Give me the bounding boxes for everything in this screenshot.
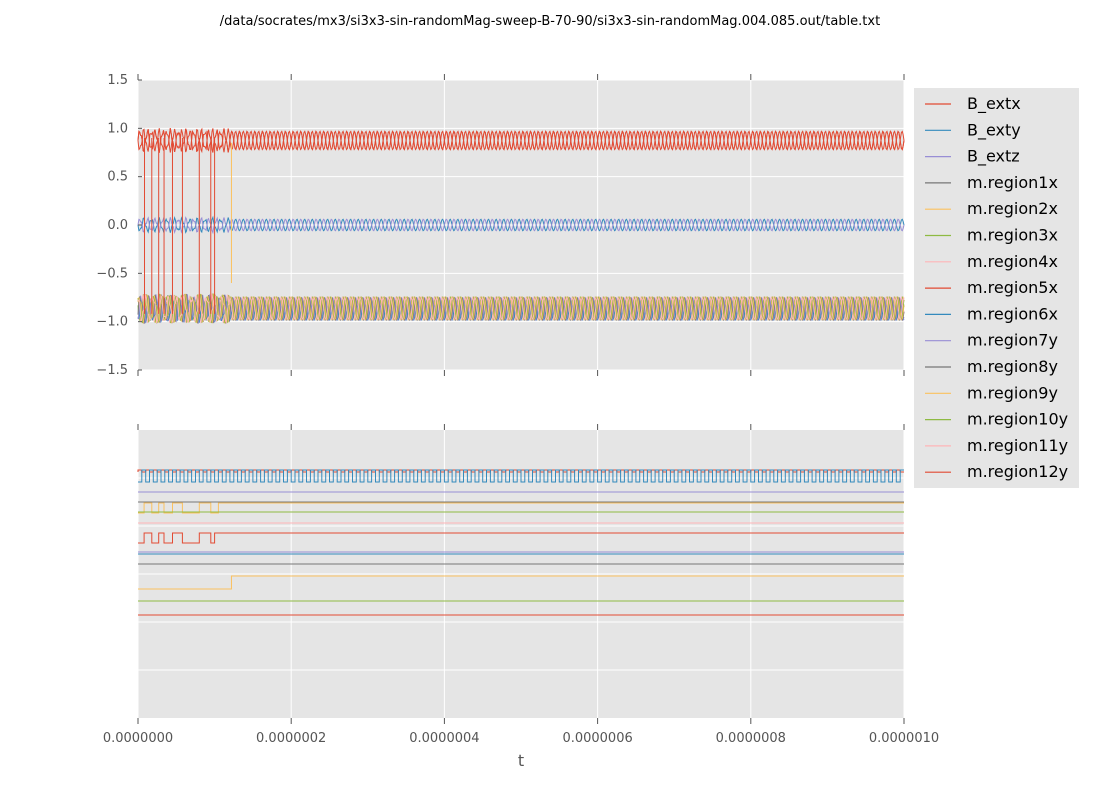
- y-tick-label: −0.5: [96, 266, 128, 281]
- top-plot-y-ticks: 1.5 1.0 0.5 0.0 −0.5 −1.0 −1.5: [96, 73, 142, 378]
- series-line-B_extz: [137, 216, 905, 235]
- top-plot: 1.5 1.0 0.5 0.0 −0.5 −1.0 −1.5: [96, 73, 905, 378]
- x-tick-label: 0.0000008: [716, 731, 786, 746]
- bottom-plot: 0.0000000 0.0000002 0.0000004 0.0000006 0.00…: [103, 424, 939, 770]
- series-line-m.region11y: [137, 293, 905, 325]
- y-tick-label: 0.0: [107, 218, 128, 233]
- y-tick-label: −1.5: [96, 363, 128, 378]
- legend-label-m.region9y: m.region9y: [967, 383, 1058, 402]
- y-tick-label: 0.5: [107, 170, 128, 185]
- trace-2: [138, 469, 904, 483]
- trace-5: [138, 502, 904, 514]
- legend-label-m.region4x: m.region4x: [967, 252, 1058, 271]
- trace-8: [138, 532, 904, 544]
- legend-label-m.region5x: m.region5x: [967, 278, 1058, 297]
- y-tick-label: 1.0: [107, 121, 128, 136]
- top-plot-series: [137, 127, 905, 325]
- legend-label-m.region8y: m.region8y: [967, 357, 1058, 376]
- legend-label-m.region7y: m.region7y: [967, 331, 1058, 350]
- legend-label-m.region1x: m.region1x: [967, 173, 1058, 192]
- legend-label-m.region12y: m.region12y: [967, 462, 1068, 481]
- legend-label-m.region6x: m.region6x: [967, 304, 1058, 323]
- top-plot-x-ticks: [137, 74, 905, 376]
- x-axis-label: t: [518, 751, 524, 770]
- legend-label-m.region3x: m.region3x: [967, 226, 1058, 245]
- bottom-plot-x-ticks: 0.0000000 0.0000002 0.0000004 0.0000006 0.00…: [103, 424, 939, 746]
- y-tick-label: 1.5: [107, 73, 128, 88]
- series-line-m.region9y: [137, 293, 905, 324]
- legend: B_extx B_exty B_extz m.region1x m.region2x m.…: [914, 88, 1079, 488]
- legend-label-m.region2x: m.region2x: [967, 199, 1058, 218]
- x-tick-label: 0.0000010: [869, 731, 939, 746]
- legend-label-m.region10y: m.region10y: [967, 410, 1068, 429]
- x-tick-label: 0.0000000: [103, 731, 173, 746]
- x-tick-label: 0.0000004: [409, 731, 479, 746]
- x-tick-label: 0.0000006: [562, 731, 632, 746]
- series-line-m.region12y: [137, 127, 905, 153]
- y-tick-label: −1.0: [96, 315, 128, 330]
- legend-label-B_extz: B_extz: [967, 147, 1020, 167]
- x-tick-label: 0.0000002: [256, 731, 326, 746]
- bottom-plot-series: [137, 469, 904, 616]
- legend-label-B_exty: B_exty: [967, 120, 1021, 140]
- legend-label-B_extx: B_extx: [967, 94, 1021, 114]
- trace-12: [138, 575, 904, 590]
- series-line-m.region10y: [137, 293, 905, 324]
- figure-title: /data/socrates/mx3/si3x3-sin-randomMag-s…: [219, 14, 881, 29]
- legend-label-m.region11y: m.region11y: [967, 436, 1068, 455]
